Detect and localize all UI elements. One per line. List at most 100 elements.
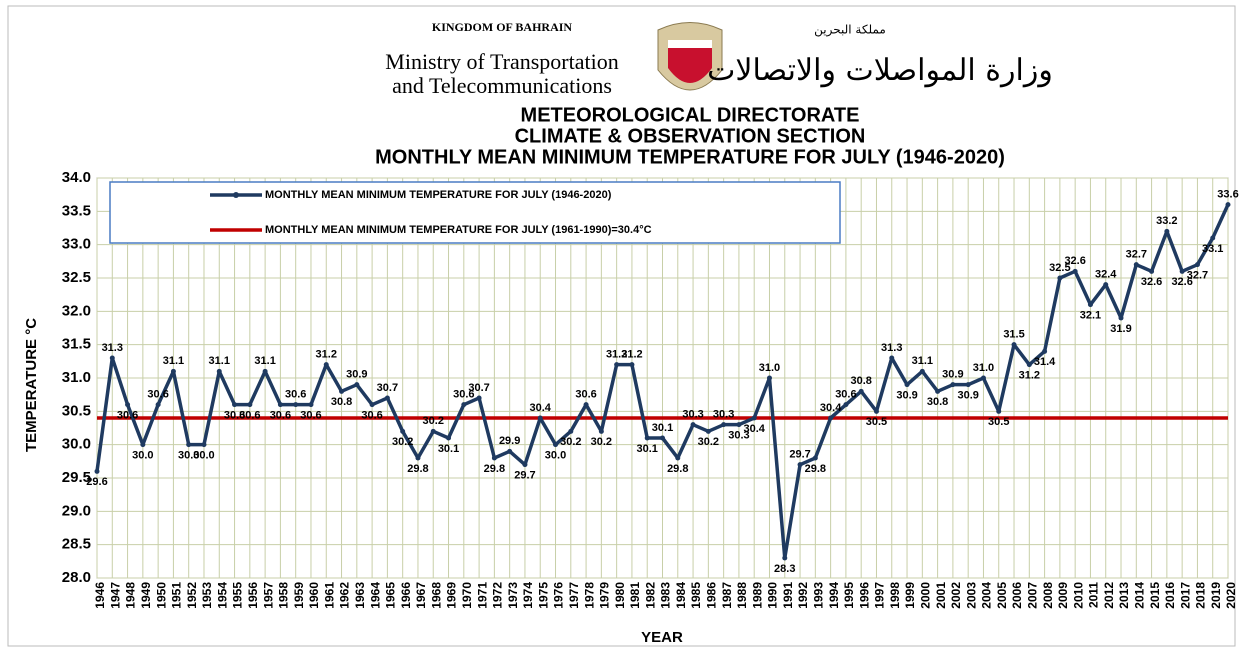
- data-label: 30.9: [957, 390, 978, 402]
- data-label: 30.6: [453, 389, 474, 401]
- y-tick-label: 30.5: [62, 402, 91, 419]
- data-point: [537, 415, 543, 421]
- ministry-text: Ministry of Transportation: [385, 49, 618, 74]
- data-point: [476, 395, 482, 401]
- data-point: [170, 368, 176, 374]
- data-label: 28.3: [774, 563, 795, 575]
- x-tick-label: 2004: [980, 582, 994, 609]
- data-point: [598, 428, 604, 434]
- x-tick-label: 1949: [139, 582, 153, 609]
- y-tick-label: 29.5: [62, 469, 91, 486]
- data-point: [1210, 235, 1216, 241]
- x-tick-label: 2015: [1148, 582, 1162, 609]
- data-point: [247, 402, 253, 408]
- x-tick-label: 1964: [368, 582, 382, 609]
- data-label: 30.1: [652, 422, 673, 434]
- data-point: [400, 428, 406, 434]
- data-label: 30.5: [866, 416, 887, 428]
- chart-title: CLIMATE & OBSERVATION SECTION: [515, 125, 866, 147]
- x-tick-label: 1977: [567, 582, 581, 609]
- data-point: [935, 388, 941, 394]
- x-tick-label: 1986: [705, 582, 719, 609]
- data-point: [339, 388, 345, 394]
- y-tick-label: 28.5: [62, 536, 91, 553]
- data-point: [277, 402, 283, 408]
- data-point: [614, 362, 620, 368]
- data-point: [1057, 275, 1063, 281]
- x-tick-label: 1956: [246, 582, 260, 609]
- data-label: 31.1: [163, 355, 184, 367]
- data-label: 29.8: [484, 463, 505, 475]
- data-label: 31.2: [1019, 370, 1040, 382]
- data-label: 32.4: [1095, 269, 1117, 281]
- data-point: [1011, 342, 1017, 348]
- data-label: 30.1: [438, 443, 459, 455]
- x-tick-label: 1975: [536, 582, 550, 609]
- data-label: 29.8: [667, 463, 688, 475]
- x-tick-label: 1950: [154, 582, 168, 609]
- x-tick-label: 1957: [261, 582, 275, 609]
- data-point: [873, 408, 879, 414]
- x-tick-label: 2019: [1209, 582, 1223, 609]
- legend-swatch: [233, 192, 239, 198]
- data-point: [721, 422, 727, 428]
- x-tick-label: 1963: [353, 582, 367, 609]
- data-label: 30.0: [545, 450, 566, 462]
- x-tick-label: 2018: [1194, 582, 1208, 609]
- data-point: [583, 402, 589, 408]
- data-point: [140, 442, 146, 448]
- data-label: 31.2: [606, 349, 627, 361]
- x-tick-label: 1989: [750, 582, 764, 609]
- data-label: 32.1: [1080, 310, 1101, 322]
- x-tick-label: 2000: [918, 582, 932, 609]
- data-point: [369, 402, 375, 408]
- x-tick-label: 1995: [842, 582, 856, 609]
- data-label: 32.6: [1171, 276, 1192, 288]
- x-tick-label: 1987: [720, 582, 734, 609]
- x-tick-label: 1951: [170, 582, 184, 609]
- data-point: [1072, 268, 1078, 274]
- x-tick-label: 2009: [1056, 582, 1070, 609]
- data-point: [751, 415, 757, 421]
- data-point: [858, 388, 864, 394]
- data-label: 31.9: [1110, 323, 1131, 335]
- data-point: [446, 435, 452, 441]
- data-point: [904, 382, 910, 388]
- data-label: 31.5: [1003, 329, 1024, 341]
- data-label: 30.0: [178, 450, 199, 462]
- data-label: 30.6: [361, 410, 382, 422]
- x-tick-label: 1979: [598, 582, 612, 609]
- x-tick-label: 1960: [307, 582, 321, 609]
- data-label: 30.6: [270, 410, 291, 422]
- data-point: [186, 442, 192, 448]
- x-tick-label: 2003: [964, 582, 978, 609]
- x-tick-label: 2006: [1010, 582, 1024, 609]
- x-tick-label: 2001: [934, 582, 948, 609]
- x-tick-label: 1984: [674, 582, 688, 609]
- x-tick-label: 1969: [445, 582, 459, 609]
- data-label: 30.0: [132, 450, 153, 462]
- data-label: 31.2: [621, 349, 642, 361]
- x-tick-label: 1978: [582, 582, 596, 609]
- data-label: 30.2: [698, 436, 719, 448]
- data-label: 31.0: [759, 362, 780, 374]
- x-tick-label: 1953: [200, 582, 214, 609]
- data-point: [415, 455, 421, 461]
- x-tick-label: 1961: [322, 582, 336, 609]
- y-tick-label: 31.0: [62, 369, 91, 386]
- data-label: 30.3: [728, 430, 749, 442]
- data-label: 30.9: [896, 390, 917, 402]
- data-label: 31.1: [209, 355, 230, 367]
- data-label: 30.4: [743, 423, 765, 435]
- y-tick-label: 34.0: [62, 169, 91, 186]
- data-label: 30.3: [713, 409, 734, 421]
- x-tick-label: 1996: [857, 582, 871, 609]
- data-point: [660, 435, 665, 441]
- x-tick-label: 1954: [215, 582, 229, 609]
- data-label: 30.6: [224, 410, 245, 422]
- data-point: [262, 368, 268, 374]
- data-point: [323, 362, 329, 368]
- x-tick-label: 1997: [873, 582, 887, 609]
- x-tick-label: 2008: [1041, 582, 1055, 609]
- x-tick-label: 2011: [1087, 582, 1101, 608]
